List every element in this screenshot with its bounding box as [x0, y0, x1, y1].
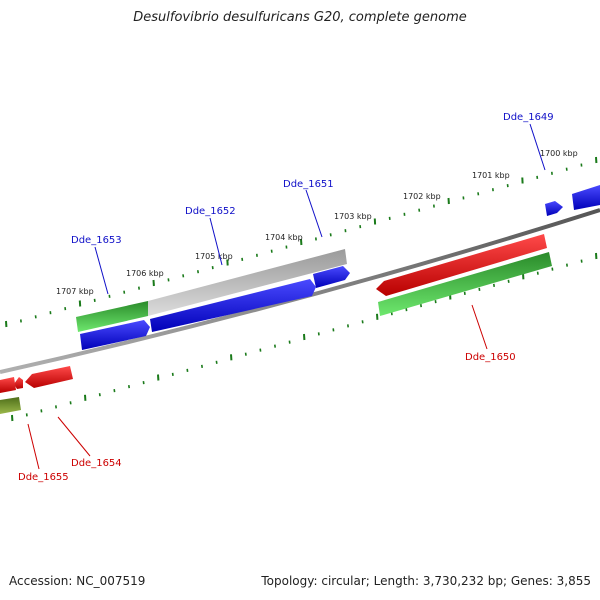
gene-label[interactable]: Dde_1655	[18, 472, 69, 483]
kbp-label: 1705 kbp	[195, 252, 233, 261]
kbp-label: 1706 kbp	[126, 269, 164, 278]
gene-dde-1655[interactable]	[0, 377, 16, 393]
kbp-ruler-ticks	[5, 156, 598, 328]
leader-lines	[27, 123, 546, 470]
kbp-label: 1701 kbp	[472, 171, 510, 180]
gene-dde-1654[interactable]	[25, 366, 73, 388]
gene-label[interactable]: Dde_1654	[71, 458, 122, 469]
kbp-label: 1702 kbp	[403, 192, 441, 201]
gene-red-fragment-a[interactable]	[14, 377, 23, 389]
kbp-label: 1707 kbp	[56, 287, 94, 296]
genome-summary: Topology: circular; Length: 3,730,232 bp…	[261, 574, 591, 588]
gene-dde-1649-small[interactable]	[545, 201, 563, 216]
gene-label[interactable]: Dde_1649	[503, 112, 554, 123]
gene-dde-1650[interactable]	[376, 234, 547, 296]
gene-feature-olive[interactable]	[0, 397, 21, 414]
gene-feature-green-lower[interactable]	[378, 252, 552, 316]
kbp-label: 1703 kbp	[334, 212, 372, 221]
gene-label[interactable]: Dde_1651	[283, 179, 334, 190]
kbp-label: 1700 kbp	[540, 149, 578, 158]
genome-title: Desulfovibrio desulfuricans G20, complet…	[133, 10, 467, 25]
inner-ruler-ticks	[11, 252, 598, 422]
gene-label[interactable]: Dde_1650	[465, 352, 516, 363]
gene-label[interactable]: Dde_1653	[71, 235, 122, 246]
gene-feature-green[interactable]	[76, 301, 148, 332]
gene-dde-1653-1652[interactable]	[80, 320, 150, 350]
gene-label[interactable]: Dde_1652	[185, 206, 236, 217]
gene-dde-1649[interactable]	[572, 185, 600, 210]
gene-feature-gray[interactable]	[148, 249, 347, 316]
accession-text: Accession: NC_007519	[9, 574, 146, 588]
kbp-label: 1704 kbp	[265, 233, 303, 242]
gene-dde-1651[interactable]	[313, 266, 350, 288]
gene-dde-1652[interactable]	[150, 279, 316, 332]
